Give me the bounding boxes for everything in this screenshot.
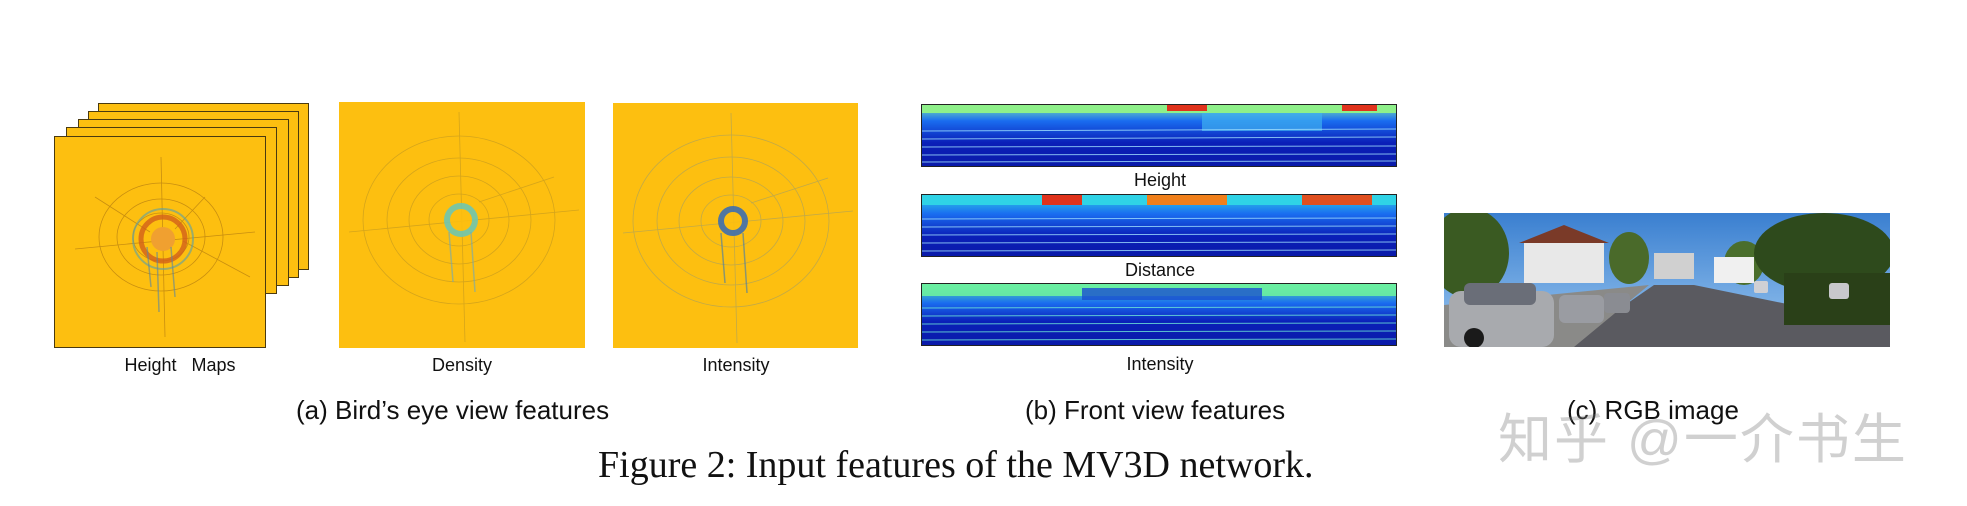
density-label: Density	[431, 355, 493, 375]
panel-b-caption: (b) Front view features	[1025, 395, 1286, 425]
fv-intensity-image	[922, 284, 1396, 345]
height-map-front	[54, 136, 266, 348]
fv-height-label: Height	[1133, 170, 1187, 190]
bev-intensity-map	[613, 103, 858, 348]
street-scene	[1444, 213, 1890, 347]
fv-intensity-label: Intensity	[1126, 354, 1194, 374]
figure-caption: Figure 2: Input features of the MV3D net…	[598, 444, 1314, 486]
rgb-image	[1444, 213, 1890, 347]
zhihu-watermark: 知乎 @一介书生	[1498, 410, 1908, 470]
fv-height-map	[921, 104, 1397, 167]
panel-c-caption: (c) RGB image	[1567, 395, 1739, 425]
bev-intensity-pointcloud	[613, 103, 858, 348]
height-maps-label: Height Maps	[124, 355, 236, 375]
fv-height-image	[922, 105, 1396, 166]
panel-a-caption: (a) Bird’s eye view features	[296, 395, 610, 425]
bev-intensity-label: Intensity	[702, 355, 770, 375]
fv-distance-image	[922, 195, 1396, 256]
fv-distance-map	[921, 194, 1397, 257]
density-map	[339, 102, 585, 348]
density-pointcloud	[339, 102, 585, 348]
height-map-pointcloud	[55, 137, 265, 347]
fv-distance-label: Distance	[1124, 260, 1196, 280]
fv-intensity-map	[921, 283, 1397, 346]
